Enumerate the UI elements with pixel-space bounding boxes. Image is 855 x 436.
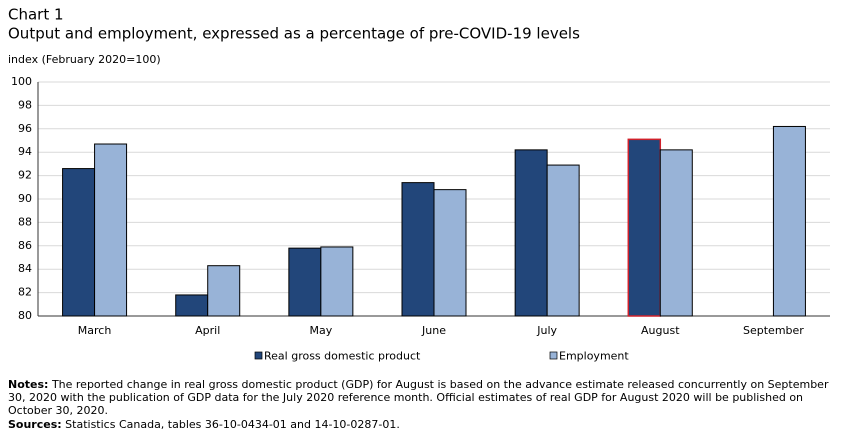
chart: Chart 1 Output and employment, expressed… [8,6,830,363]
bar [288,247,322,317]
x-tick-label: June [421,324,446,337]
bar [175,294,209,317]
y-tick-label: 90 [18,192,32,205]
y-tick-label: 94 [18,145,32,158]
y-tick-label: 84 [18,262,32,275]
sources-text: Statistics Canada, tables 36-10-0434-01 … [65,418,400,431]
legend-swatch [254,351,263,360]
bar [433,189,467,317]
y-tick-label: 92 [18,169,32,182]
y-axis-label: index (February 2020=100) [8,53,161,66]
y-tick-label: 100 [11,75,32,88]
notes: Notes: The reported change in real gross… [8,378,838,417]
x-tick-label: August [641,324,680,337]
bar [94,143,128,317]
x-tick-label: September [743,324,804,337]
bar [659,149,693,317]
x-tick-label: April [195,324,220,337]
bar [62,168,96,317]
y-tick-label: 98 [18,98,32,111]
y-tick-label: 88 [18,215,32,228]
sources: Sources: Statistics Canada, tables 36-10… [8,418,838,431]
sources-label: Sources: [8,418,62,431]
chart-title: Chart 1 [8,6,64,24]
x-tick-label: March [78,324,112,337]
bar [207,265,241,317]
bar [401,182,435,317]
bar [772,125,806,317]
bar [627,138,662,317]
bar [320,246,354,317]
x-tick-label: July [536,324,557,337]
notes-text: The reported change in real gross domest… [8,378,829,417]
bar [514,149,548,317]
notes-label: Notes: [8,378,49,391]
legend-swatch [549,351,558,360]
bar [546,164,580,317]
y-tick-label: 86 [18,239,32,252]
chart-subtitle: Output and employment, expressed as a pe… [8,25,580,43]
y-tick-label: 82 [18,286,32,299]
legend-label: Real gross domestic product [264,350,421,363]
y-tick-label: 80 [18,309,32,322]
x-tick-label: May [309,324,332,337]
y-tick-label: 96 [18,122,32,135]
legend-label: Employment [559,350,629,363]
